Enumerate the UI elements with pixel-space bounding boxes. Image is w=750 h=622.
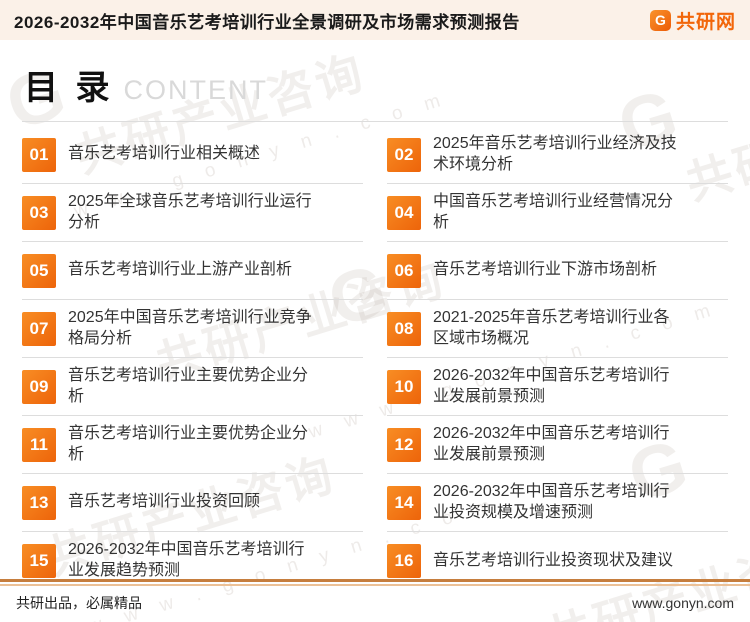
toc-right-column: 02 2025年音乐艺考培训行业经济及技术环境分析 04 中国音乐艺考培训行业经… — [387, 126, 728, 590]
toc-item-15: 15 2026-2032年中国音乐艺考培训行业发展趋势预测 — [22, 532, 363, 590]
footer-rule-light — [0, 584, 750, 586]
toc-item-08: 08 2021-2025年音乐艺考培训行业各区域市场概况 — [387, 300, 728, 358]
item-number-badge: 13 — [22, 485, 56, 520]
toc-item-02: 02 2025年音乐艺考培训行业经济及技术环境分析 — [387, 126, 728, 184]
toc-item-14: 14 2026-2032年中国音乐艺考培训行业投资规模及增速预测 — [387, 474, 728, 532]
item-title: 2025年音乐艺考培训行业经济及技术环境分析 — [433, 134, 677, 173]
toc-item-04: 04 中国音乐艺考培训行业经营情况分析 — [387, 184, 728, 242]
item-number-badge: 02 — [387, 137, 421, 172]
item-number-badge: 03 — [22, 195, 56, 230]
toc-item-06: 06 音乐艺考培训行业下游市场剖析 — [387, 242, 728, 300]
footer-url: www.gonyn.com — [632, 595, 734, 611]
footer: 共研出品，必属精品 www.gonyn.com — [0, 579, 750, 622]
item-number-badge: 16 — [387, 544, 421, 578]
toc-item-10: 10 2026-2032年中国音乐艺考培训行业发展前景预测 — [387, 358, 728, 416]
toc-item-12: 12 2026-2032年中国音乐艺考培训行业发展前景预测 — [387, 416, 728, 474]
item-title: 2026-2032年中国音乐艺考培训行业投资规模及增速预测 — [433, 482, 670, 521]
item-number-badge: 15 — [22, 544, 56, 578]
toc-item-03: 03 2025年全球音乐艺考培训行业运行分析 — [22, 184, 363, 242]
toc-heading: 目 录 CONTENT — [22, 40, 728, 122]
item-title: 音乐艺考培训行业主要优势企业分析 — [68, 366, 309, 405]
item-title: 音乐艺考培训行业投资现状及建议 — [433, 551, 674, 569]
toc-item-07: 07 2025年中国音乐艺考培训行业竞争格局分析 — [22, 300, 363, 358]
item-title: 2025年全球音乐艺考培训行业运行分析 — [68, 192, 312, 231]
item-number-badge: 14 — [387, 485, 421, 520]
item-number-badge: 09 — [22, 369, 56, 404]
item-title: 2021-2025年音乐艺考培训行业各区域市场概况 — [433, 308, 670, 347]
item-number-badge: 04 — [387, 195, 421, 230]
item-number-badge: 05 — [22, 253, 56, 288]
report-title: 2026-2032年中国音乐艺考培训行业全景调研及市场需求预测报告 — [14, 12, 520, 32]
item-title: 2026-2032年中国音乐艺考培训行业发展前景预测 — [433, 424, 670, 463]
toc-item-05: 05 音乐艺考培训行业上游产业剖析 — [22, 242, 363, 300]
gonyn-logo: G 共研网 — [649, 7, 736, 34]
item-number-badge: 06 — [387, 253, 421, 288]
item-title: 2025年中国音乐艺考培训行业竞争格局分析 — [68, 308, 312, 347]
toc-item-09: 09 音乐艺考培训行业主要优势企业分析 — [22, 358, 363, 416]
footer-slogan: 共研出品，必属精品 — [16, 595, 142, 611]
toc-item-16: 16 音乐艺考培训行业投资现状及建议 — [387, 532, 728, 590]
item-title: 音乐艺考培训行业下游市场剖析 — [433, 261, 658, 279]
item-title: 2026-2032年中国音乐艺考培训行业发展前景预测 — [433, 366, 670, 405]
item-number-badge: 01 — [22, 137, 56, 172]
item-number-badge: 11 — [22, 427, 56, 462]
toc-item-11: 11 音乐艺考培训行业主要优势企业分析 — [22, 416, 363, 474]
footer-rule-dark — [0, 579, 750, 582]
toc-heading-cn: 目 录 — [24, 69, 114, 107]
item-number-badge: 12 — [387, 427, 421, 462]
item-title: 音乐艺考培训行业上游产业剖析 — [68, 261, 293, 279]
toc-columns: 01 音乐艺考培训行业相关概述 03 2025年全球音乐艺考培训行业运行分析 0… — [22, 126, 728, 590]
item-number-badge: 10 — [387, 369, 421, 404]
header-bar: 2026-2032年中国音乐艺考培训行业全景调研及市场需求预测报告 G 共研网 — [0, 0, 750, 40]
item-title: 音乐艺考培训行业相关概述 — [68, 145, 261, 163]
item-title: 中国音乐艺考培训行业经营情况分析 — [433, 192, 674, 231]
item-title: 音乐艺考培训行业投资回顾 — [68, 493, 261, 511]
item-title: 2026-2032年中国音乐艺考培训行业发展趋势预测 — [68, 541, 305, 579]
gonyn-logo-text: 共研网 — [675, 11, 736, 33]
item-number-badge: 07 — [22, 311, 56, 346]
item-title: 音乐艺考培训行业主要优势企业分析 — [68, 424, 309, 463]
toc-heading-en: CONTENT — [123, 75, 268, 105]
gonyn-logo-icon: G — [649, 9, 671, 31]
toc-left-column: 01 音乐艺考培训行业相关概述 03 2025年全球音乐艺考培训行业运行分析 0… — [22, 126, 363, 590]
item-number-badge: 08 — [387, 311, 421, 346]
toc-item-01: 01 音乐艺考培训行业相关概述 — [22, 126, 363, 184]
toc-item-13: 13 音乐艺考培训行业投资回顾 — [22, 474, 363, 532]
